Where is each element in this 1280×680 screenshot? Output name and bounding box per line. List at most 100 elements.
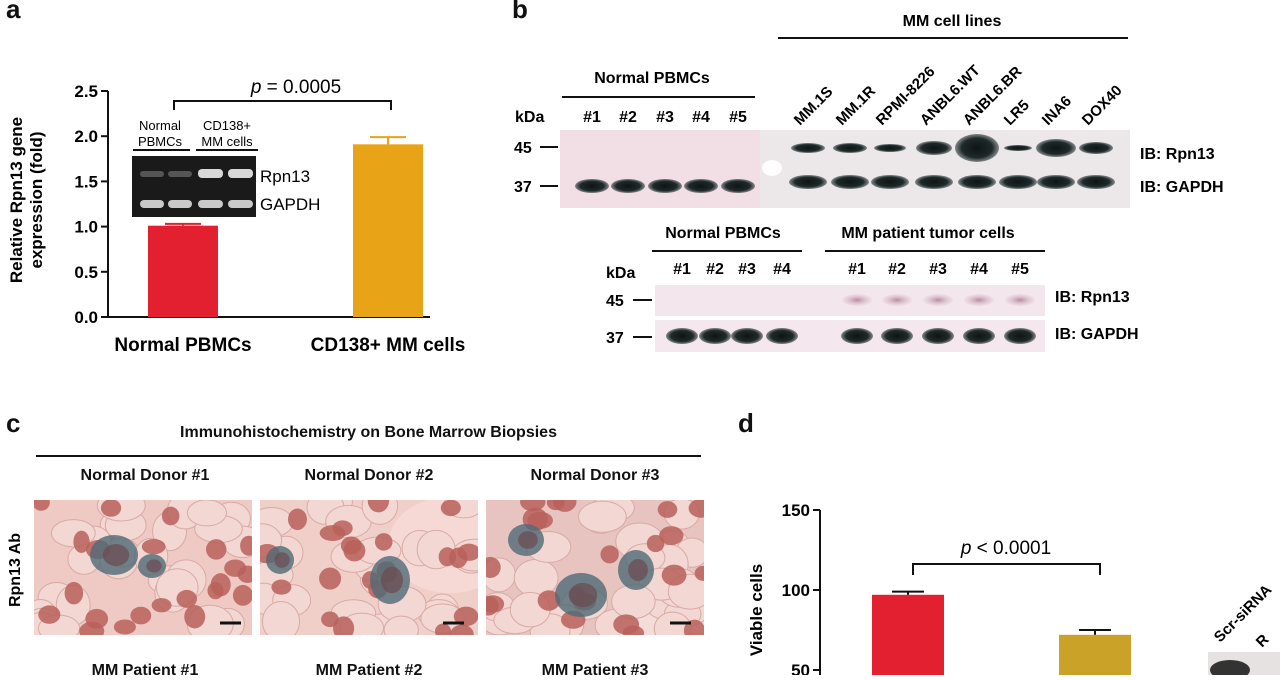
b-top-pbmc-lane-label: #2 xyxy=(619,109,637,126)
panel-a-inset-gel: Normal PBMCs CD138+ MM cells Rpn13 GAPDH xyxy=(132,118,320,217)
b-top-rpn13-band xyxy=(955,134,999,162)
b-top-pbmc-lanes: #1 #2 #3 #4 #5 xyxy=(583,109,747,126)
ihc-nucleus xyxy=(486,556,501,578)
ihc-nucleus xyxy=(646,534,665,553)
ihc-nucleus xyxy=(141,538,166,555)
b-top-gapdh-band xyxy=(721,179,755,193)
b-top-group-pbmc: Normal PBMCs xyxy=(594,70,710,87)
ihc-nucleus xyxy=(440,500,461,517)
b-top-rpn13-band xyxy=(1036,139,1076,157)
panel-b-label: b xyxy=(512,0,528,24)
d-bar xyxy=(872,594,944,675)
b-top-mm-lane-label: MM.1R xyxy=(833,83,879,129)
b-top-gapdh-band xyxy=(915,175,953,189)
b-top-pbmc-lane-label: #5 xyxy=(729,109,747,126)
b-bottom-group-mm: MM patient tumor cells xyxy=(841,225,1014,242)
ihc-nucleus xyxy=(73,530,90,553)
inset-band-rpn13: Rpn13 xyxy=(260,167,310,186)
ihc-image-3 xyxy=(486,500,704,635)
ihc-stained-nucleus xyxy=(568,582,598,608)
b-bottom-gapdh-band xyxy=(922,328,954,344)
ihc-nucleus xyxy=(688,500,704,518)
inset-group2-line2: MM cells xyxy=(201,134,253,149)
ihc-nucleus xyxy=(613,614,639,635)
ihc-col-label-2: Normal Donor #2 xyxy=(304,467,434,484)
b-top-gapdh-band xyxy=(575,179,609,193)
a-y-tick-label: 2.0 xyxy=(74,127,98,146)
ihc-stained-nucleus xyxy=(628,559,648,581)
b-top-gapdh-band xyxy=(958,175,996,189)
b-bottom-mm-lane-label: #3 xyxy=(929,261,947,278)
b-bottom-marker-45: 45 xyxy=(606,293,624,310)
b-top-kda: kDa xyxy=(515,109,544,126)
panel-a-bars xyxy=(148,136,423,317)
a-y-tick-label: 2.5 xyxy=(74,82,98,101)
ihc-nucleus xyxy=(450,624,474,635)
b-bottom-bands xyxy=(666,294,1036,344)
ihc-cell xyxy=(578,500,627,533)
panel-d-p-value: p < 0.0001 xyxy=(960,538,1051,559)
d-y-tick-label: 100 xyxy=(782,581,810,600)
a-bar xyxy=(353,144,423,317)
panel-a-p-symbol: p xyxy=(250,77,262,98)
ihc-nucleus xyxy=(287,508,307,531)
panel-d-label: d xyxy=(738,408,754,438)
panel-a-p-number: = 0.0005 xyxy=(267,77,342,98)
ihc-nucleus xyxy=(271,579,292,595)
b-top-rpn13-band xyxy=(1004,145,1032,151)
ihc-nucleus xyxy=(453,606,478,627)
panel-d-chart: 50 100 150 Viable cells p < 0.0001 Scr-siR… xyxy=(747,501,1280,675)
b-bottom-gapdh-band xyxy=(699,328,731,344)
panel-d-bars xyxy=(872,590,1131,675)
b-top-rpn13-band xyxy=(1079,142,1113,154)
b-top-mm-lane-label: MM.1S xyxy=(791,83,837,129)
ihc-bottom-label-1: MM Patient #1 xyxy=(91,662,199,679)
b-bottom-rpn13-band xyxy=(1005,294,1035,306)
ihc-nucleus xyxy=(448,547,468,569)
b-bottom-marker-37: 37 xyxy=(606,330,624,347)
a-y-tick-label: 1.5 xyxy=(74,172,98,191)
ihc-nucleus xyxy=(520,500,546,512)
ihc-nucleus xyxy=(184,605,206,629)
ihc-cell xyxy=(383,615,419,635)
panel-d-significance-bracket xyxy=(912,563,1101,575)
b-bottom-group-pbmc: Normal PBMCs xyxy=(665,225,781,242)
b-bottom-mm-lane-label: #5 xyxy=(1011,261,1029,278)
b-top-pbmc-lane-label: #3 xyxy=(656,109,674,126)
ihc-nucleus xyxy=(486,595,505,613)
b-bottom-ib-rpn13: IB: Rpn13 xyxy=(1055,289,1130,306)
ihc-nucleus xyxy=(207,582,224,600)
ihc-image-1 xyxy=(34,500,252,635)
ihc-nucleus xyxy=(553,500,577,512)
b-top-gapdh-band xyxy=(611,179,645,193)
b-top-ib-gapdh: IB: GAPDH xyxy=(1140,179,1224,196)
panel-a-ylabel: Relative Rpn13 gene expression (fold) xyxy=(7,117,46,283)
ihc-nucleus xyxy=(232,584,252,606)
b-top-marker-45: 45 xyxy=(514,140,532,157)
ihc-cell xyxy=(261,601,301,635)
b-top-pbmc-lane-label: #1 xyxy=(583,109,601,126)
b-top-blot-artifact xyxy=(762,160,782,176)
b-top-marker-37: 37 xyxy=(514,179,532,196)
ihc-nucleus xyxy=(661,564,687,586)
b-top-rpn13-band xyxy=(874,144,906,152)
a-y-tick-label: 0.0 xyxy=(74,308,98,327)
a-bar xyxy=(148,225,218,317)
inset-group1-line1: Normal xyxy=(139,118,181,133)
panel-c-title: Immunohistochemistry on Bone Marrow Biop… xyxy=(180,424,557,441)
ihc-nucleus xyxy=(374,533,393,551)
panel-a-significance-bracket xyxy=(173,100,392,110)
ihc-nucleus xyxy=(64,581,84,605)
b-top-group-mm: MM cell lines xyxy=(903,13,1002,30)
b-top-ib-rpn13: IB: Rpn13 xyxy=(1140,146,1215,163)
b-bottom-ib-gapdh: IB: GAPDH xyxy=(1055,326,1139,343)
ihc-image-2 xyxy=(260,500,478,635)
panel-a-chart: 0.0 0.5 1.0 1.5 2.0 2.5 Relative Rpn13 gene e… xyxy=(7,77,465,356)
ihc-nucleus xyxy=(537,590,561,611)
d-y-tick-label: 50 xyxy=(791,661,810,675)
b-top-rpn13-band xyxy=(791,143,825,153)
ihc-nucleus xyxy=(161,506,180,526)
ihc-col-label-3: Normal Donor #3 xyxy=(530,467,660,484)
ihc-stained-nucleus xyxy=(146,559,162,573)
b-top-bands xyxy=(575,134,1115,193)
